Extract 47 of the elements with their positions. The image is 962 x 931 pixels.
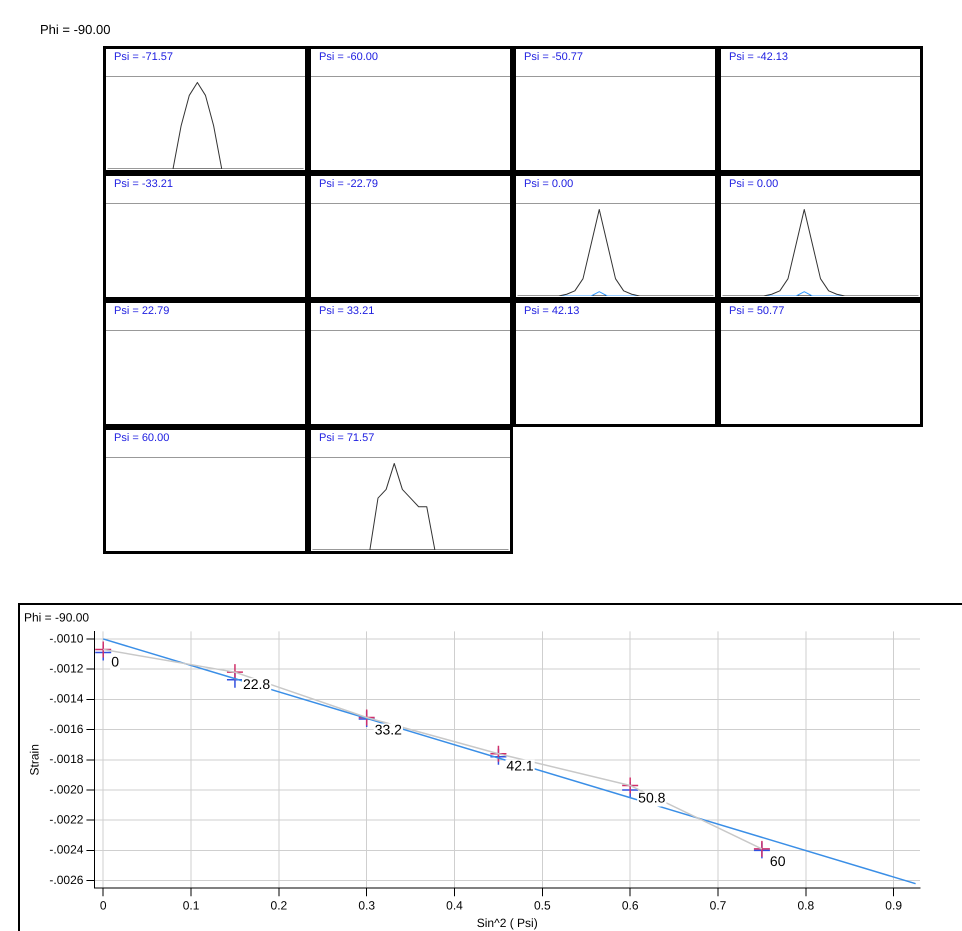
x-tick-label: 0 (100, 898, 107, 913)
y-axis-title: Strain (28, 744, 42, 776)
chart-title: Psi = -71.57 (106, 49, 305, 77)
y-tick-label: -.0022 (49, 812, 84, 827)
x-tick-label: 0.6 (622, 898, 639, 913)
text: Psi = 33.21 (311, 303, 510, 331)
point (621, 776, 639, 794)
chart-title: Psi = 71.57 (311, 430, 510, 458)
point (94, 640, 112, 658)
x-tick-label: 0.5 (534, 898, 552, 913)
y-tick-label: -.0018 (49, 752, 84, 766)
x-tick-label: 0.7 (710, 898, 727, 913)
text: Psi = 22.79 (106, 303, 305, 331)
y-tick-label: -.0016 (49, 722, 84, 736)
y-tick-label: -.0026 (49, 872, 84, 887)
x-tick-label: 0.3 (358, 898, 376, 913)
y-tick-label: -.0024 (49, 842, 84, 857)
y-tick-label: -.0014 (49, 692, 84, 706)
annotation: 22.8 (242, 676, 270, 692)
x-tick-label: 0.2 (270, 898, 288, 913)
y-tick-label: -.0010 (49, 631, 84, 646)
x-tick-label: 0.1 (182, 898, 200, 913)
chart-title: Psi = 0.00 (721, 176, 920, 204)
y-tick-label: -.0020 (49, 782, 84, 796)
text: Psi = 60.00 (106, 430, 305, 458)
text: Psi = 50.77 (721, 303, 920, 331)
x-tick-label: 0.8 (797, 898, 814, 913)
annotation: 60 (770, 852, 786, 869)
text: Psi = -33.21 (106, 176, 305, 204)
x-tick-label: 0.9 (885, 898, 902, 913)
text: Psi = -60.00 (311, 49, 510, 77)
annotation: 42.1 (506, 758, 534, 774)
text: Phi = -90.00 (40, 22, 110, 37)
y-tick-label: -.0012 (49, 661, 84, 676)
chart-title: Psi = 0.00 (516, 176, 715, 204)
annotation: 0 (111, 653, 120, 670)
text: Psi = -42.13 (721, 49, 920, 77)
text: Psi = -22.79 (311, 176, 510, 204)
x-axis-title: Sin^2 ( Psi) (476, 916, 538, 930)
point (226, 663, 244, 681)
point (490, 745, 508, 763)
annotation: 50.8 (638, 789, 666, 806)
text: Psi = 42.13 (516, 303, 715, 331)
x-tick-label: 0.4 (446, 898, 464, 913)
chart-title: Phi = -90.00 (24, 610, 90, 625)
annotation: 33.2 (374, 721, 402, 738)
text: Psi = -50.77 (516, 49, 715, 77)
